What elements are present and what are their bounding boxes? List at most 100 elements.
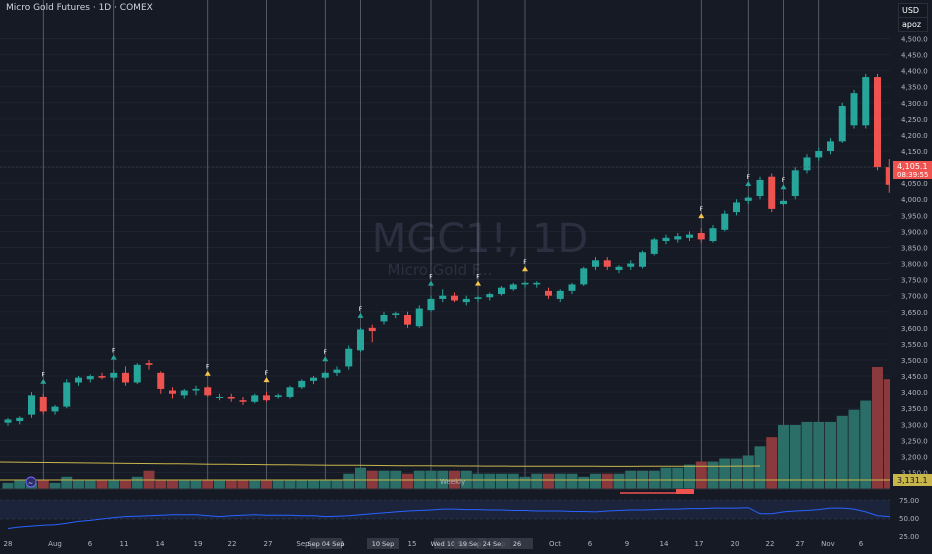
signal-letter: F	[359, 306, 363, 313]
volume-bar	[801, 421, 813, 489]
price-tick-label: 3,750.0	[901, 277, 928, 285]
volume-label: Weekly	[440, 478, 465, 486]
candle-body	[592, 260, 599, 267]
price-tick-label: 3,900.0	[901, 228, 928, 236]
candle-body	[298, 380, 306, 388]
current-price-label: 4,105.1	[897, 162, 928, 171]
candle-body	[486, 294, 494, 298]
volume-bar	[178, 479, 190, 489]
volume-bar	[507, 473, 519, 489]
volume-bar	[319, 479, 331, 489]
time-tooltip-label: 19 Sep	[459, 540, 482, 548]
signal-letter: F	[265, 370, 269, 377]
price-tick-label: 4,200.0	[901, 132, 928, 140]
volume-bar	[155, 479, 167, 489]
time-tick-label: Oct	[549, 540, 561, 548]
candle-body	[827, 141, 834, 152]
price-tick-label: 3,650.0	[901, 309, 928, 317]
time-tick-label: 19	[194, 540, 203, 548]
time-tooltip-bg	[478, 538, 510, 549]
time-tooltip-label: Wed 10 Sep	[431, 540, 470, 548]
volume-bar	[331, 479, 343, 489]
volume-bar	[883, 379, 895, 489]
candle-body	[662, 237, 670, 242]
signal-triangle-icon	[110, 354, 117, 360]
time-tick-label: 6	[859, 540, 864, 548]
candle-body	[674, 236, 682, 240]
candle-body	[380, 314, 388, 322]
volume-bar	[813, 421, 825, 489]
candle-body	[474, 297, 482, 299]
time-tick-label: 11	[120, 540, 129, 548]
time-tooltip-bg	[454, 538, 486, 549]
scale-button[interactable]: apoz	[898, 17, 928, 32]
candle-body	[157, 372, 165, 389]
candle-body	[439, 295, 447, 299]
candle-body	[75, 377, 82, 383]
time-tick-label: Sep	[296, 540, 310, 548]
candle-body	[4, 419, 12, 423]
signal-triangle-icon	[698, 213, 705, 219]
signal-triangle-icon	[780, 184, 787, 190]
price-tick-label: 4,050.0	[901, 180, 928, 188]
volume-bar	[684, 464, 695, 489]
candle-body	[791, 170, 799, 197]
candle-body	[627, 263, 635, 267]
volume-bar	[14, 479, 26, 489]
price-tick-label: 3,350.0	[901, 405, 928, 413]
candle-body	[310, 377, 317, 381]
candle-body	[133, 364, 141, 383]
volume-bar	[789, 424, 801, 489]
candle-body	[521, 282, 529, 285]
candle-body	[885, 167, 893, 185]
candle-body	[28, 395, 35, 415]
time-tick-label: 28	[4, 540, 13, 548]
volume-bar	[284, 479, 296, 489]
candle-body	[333, 369, 341, 373]
price-tick-label: 3,950.0	[901, 212, 928, 220]
candle-body	[697, 232, 705, 240]
volume-bar	[754, 446, 766, 489]
time-tick-label: 17	[695, 540, 704, 548]
price-tick-label: 4,500.0	[901, 36, 928, 44]
indicator-logo-icon[interactable]	[25, 476, 37, 488]
volume-bar	[860, 400, 872, 489]
candle-body	[16, 417, 24, 422]
volume-bar	[601, 473, 613, 489]
currency-button[interactable]: USD	[898, 3, 928, 18]
candle-body	[39, 396, 47, 412]
volume-bar	[531, 473, 543, 489]
signal-letter: F	[700, 206, 704, 213]
candle-body	[263, 395, 270, 401]
time-tooltip-label: 10 Sep	[372, 540, 395, 548]
volume-bar	[120, 479, 131, 489]
time-tooltip-bg	[310, 538, 342, 549]
volume-bar	[202, 479, 214, 489]
candle-body	[709, 228, 717, 242]
volume-bar	[272, 479, 284, 489]
volume-bar	[496, 473, 507, 489]
ma-price-tag	[893, 474, 932, 486]
candle-body	[815, 151, 823, 158]
volume-bar	[296, 479, 308, 489]
candle-body	[768, 176, 776, 209]
candle-body	[216, 396, 223, 398]
candle-body	[368, 327, 376, 332]
candle-body	[427, 298, 435, 311]
candle-body	[98, 376, 106, 378]
signal-letter: F	[782, 177, 786, 184]
signal-letter: F	[206, 364, 210, 371]
candle-body	[227, 396, 235, 399]
volume-bar	[543, 473, 554, 489]
price-tick-label: 3,550.0	[901, 341, 928, 349]
candle-body	[192, 388, 200, 391]
volume-bar	[825, 421, 836, 489]
price-tick-label: 3,600.0	[901, 325, 928, 333]
candle-body	[286, 387, 294, 397]
price-tick-label: 3,250.0	[901, 437, 928, 445]
candle-body	[509, 284, 517, 290]
time-tooltip-bg	[367, 538, 399, 549]
volume-bar	[472, 473, 484, 489]
